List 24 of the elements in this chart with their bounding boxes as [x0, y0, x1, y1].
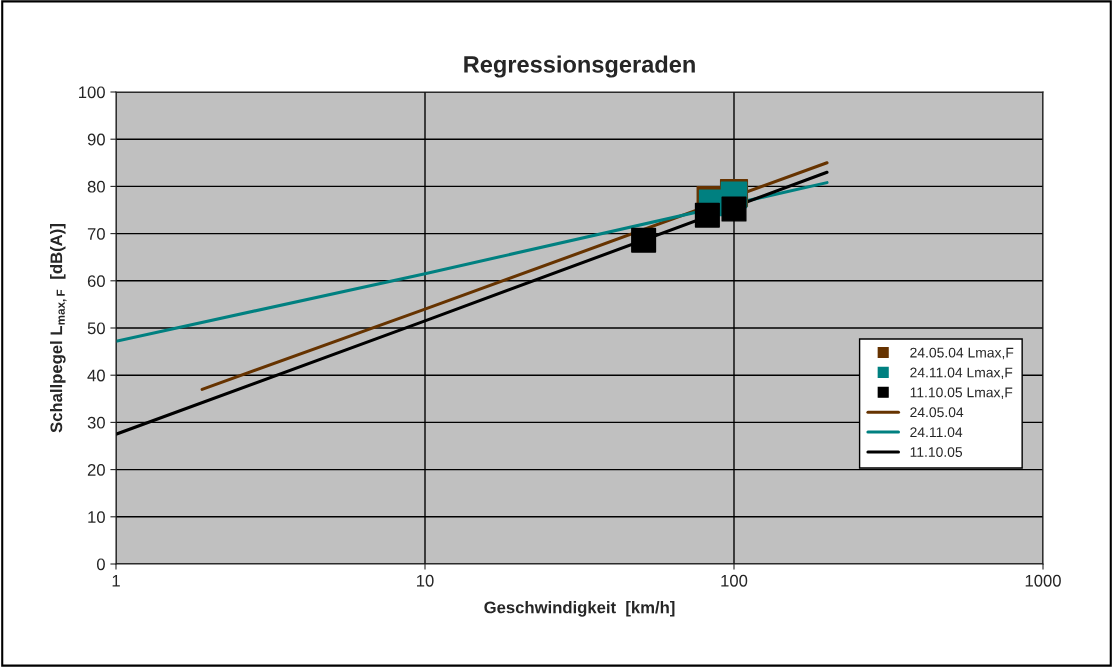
y-tick-label: 50 [87, 322, 105, 335]
legend-label: 24.11.04 Lmax,F [910, 367, 1013, 380]
y-tick-label: 30 [87, 416, 105, 429]
legend-label: 24.11.04 [910, 427, 963, 438]
x-tick-label: 1 [112, 575, 120, 587]
x-tick-label: 10 [417, 574, 434, 587]
y-tick-label: 60 [87, 275, 105, 287]
y-axis-title: Schallpegel L$_{max,F}$ [dB(A)] [50, 224, 67, 433]
y-tick-label: 20 [87, 464, 105, 476]
x-axis-title: Geschwindigkeit [km/h] [484, 601, 675, 617]
x-tick-label: 1000 [1025, 574, 1061, 587]
y-tick-label: 10 [88, 511, 105, 523]
y-tick-label: 70 [87, 228, 105, 240]
legend-label: 24.05.04 Lmax,F [910, 347, 1014, 360]
y-tick-label: 100 [79, 86, 105, 99]
legend-label: 11.10.05 Lmax,F [910, 387, 1013, 399]
x-tick-label: 100 [721, 574, 748, 587]
y-tick-label: 40 [87, 369, 105, 382]
legend-label: 24.05.04 [910, 407, 964, 418]
y-tick-label: 90 [87, 133, 105, 146]
y-tick-label: 80 [87, 180, 105, 193]
chart-title: Regressionsgeraden [464, 55, 695, 78]
y-tick-label: 0 [96, 558, 105, 571]
legend-label: 11.10.05 [910, 447, 963, 457]
